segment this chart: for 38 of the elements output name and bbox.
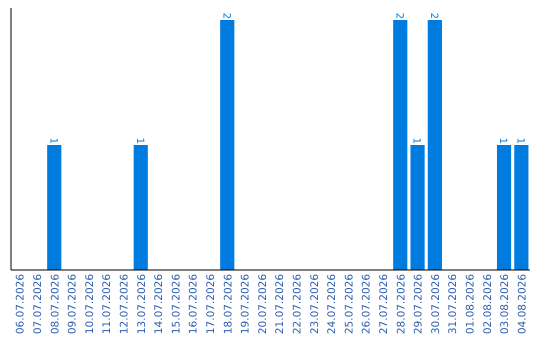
x-tick-label: 06.07.2026	[14, 274, 27, 334]
x-tick-label: 14.07.2026	[153, 274, 166, 334]
data-label: 1	[497, 138, 508, 144]
x-tick-label: 11.07.2026	[101, 274, 114, 334]
x-tick-label: 16.07.2026	[188, 274, 200, 334]
data-label: 1	[47, 138, 58, 144]
data-label: 2	[428, 12, 439, 19]
x-tick-label: 03.08.2026	[499, 274, 512, 334]
x-tick-label: 15.07.2026	[170, 274, 182, 334]
x-tick-label: 22.07.2026	[291, 274, 304, 334]
x-tick-label: 30.07.2026	[430, 274, 442, 334]
data-label: 2	[393, 12, 404, 19]
x-tick-label: 19.07.2026	[240, 274, 252, 334]
x-tick-label: 10.07.2026	[84, 274, 96, 334]
x-tick-label: 01.08.2026	[464, 274, 476, 334]
x-tick-label: 29.07.2026	[412, 274, 425, 334]
x-tick-label: 26.07.2026	[360, 274, 373, 334]
x-tick-label: 28.07.2026	[395, 274, 408, 334]
x-tick-label: 24.07.2026	[326, 274, 338, 334]
data-label: 1	[514, 138, 526, 144]
x-tick-label: 04.08.2026	[516, 274, 528, 334]
x-tick-label: 25.07.2026	[343, 274, 356, 334]
x-tick-label: 20.07.2026	[256, 274, 269, 334]
x-tick-label: 31.07.2026	[447, 274, 460, 334]
data-label: 1	[410, 138, 422, 144]
x-tick-label: 23.07.2026	[308, 274, 321, 334]
x-tick-label: 18.07.2026	[222, 274, 234, 334]
x-tick-label: 13.07.2026	[136, 274, 148, 334]
x-tick-label: 21.07.2026	[274, 274, 286, 334]
x-tick-label: 08.07.2026	[49, 274, 62, 334]
x-tick-label: 07.07.2026	[32, 274, 44, 334]
x-tick-label: 02.08.2026	[482, 274, 494, 334]
data-label: 1	[134, 138, 145, 144]
x-tick-label: 17.07.2026	[204, 274, 217, 334]
data-label: 2	[220, 12, 232, 19]
x-tick-label: 12.07.2026	[118, 274, 130, 334]
x-tick-label: 09.07.2026	[66, 274, 79, 334]
x-tick-label: 27.07.2026	[378, 274, 390, 334]
